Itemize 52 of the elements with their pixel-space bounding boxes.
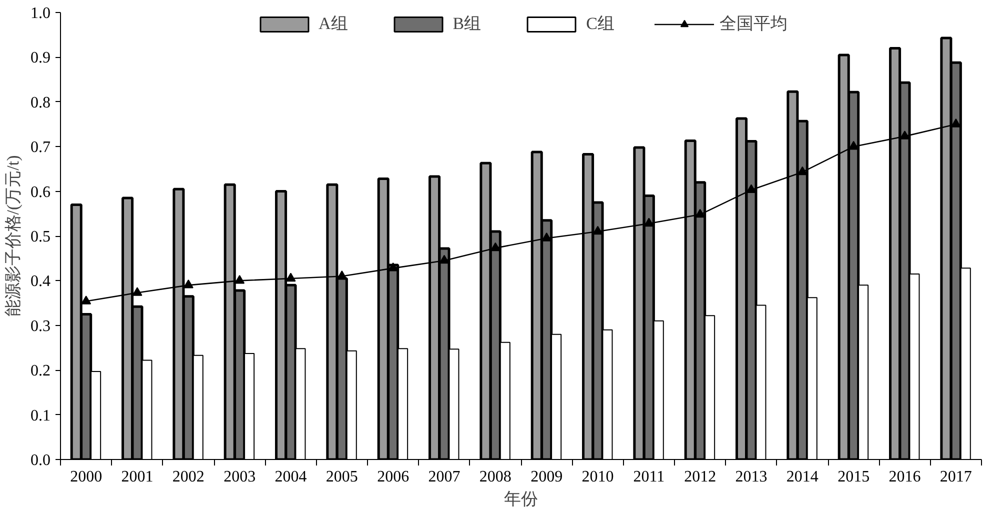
y-tick-label: 0.0	[30, 452, 50, 469]
x-tick-label: 2015	[838, 468, 870, 486]
legend-label: 全国平均	[719, 13, 788, 35]
x-tick-label: 2002	[172, 468, 204, 486]
point	[81, 296, 92, 304]
point	[695, 208, 706, 218]
point	[746, 184, 756, 194]
point	[490, 242, 500, 252]
y-tick-label: 0.7	[30, 139, 50, 156]
point	[388, 262, 398, 272]
x-tick-label: 2009	[530, 468, 563, 486]
point	[542, 232, 552, 242]
x-tick-label: 2013	[735, 468, 768, 486]
x-tick-label: 2005	[326, 468, 358, 486]
point	[439, 254, 450, 264]
legend-label: B组	[452, 13, 482, 35]
point	[644, 218, 654, 227]
y-tick-label: 0.8	[30, 94, 50, 112]
x-axis-title: 年份	[504, 490, 538, 508]
x-tick-label: 2003	[224, 468, 256, 486]
point	[797, 166, 808, 176]
y-tick-label: 0.5	[30, 228, 50, 246]
point	[183, 279, 194, 288]
x-tick-label: 2017	[940, 468, 972, 486]
y-tick-label: 0.6	[30, 184, 50, 201]
x-tick-label: 2016	[888, 468, 921, 486]
y-tick-label: 1.0	[30, 5, 50, 22]
point	[234, 275, 245, 284]
legend-label: A组	[318, 13, 348, 35]
x-tick-label: 2004	[274, 468, 307, 486]
y-axis-title: 能源影子价格/(万元/t)	[4, 155, 22, 317]
point	[950, 118, 961, 128]
x-tick-label: 2010	[582, 468, 614, 486]
x-tick-label: 2007	[428, 468, 460, 486]
y-tick-label: 0.4	[30, 273, 50, 290]
x-tick-label: 2008	[479, 468, 512, 486]
x-tick-label: 2001	[121, 468, 154, 486]
point	[900, 130, 910, 140]
legend-label: C组	[586, 13, 614, 35]
y-tick-label: 0.3	[30, 318, 50, 335]
x-tick-label: 2006	[377, 468, 410, 486]
point	[286, 272, 296, 282]
point	[592, 226, 603, 235]
y-tick-label: 0.1	[30, 407, 50, 424]
x-tick-label: 2011	[633, 468, 665, 486]
y-tick-label: 0.9	[30, 50, 50, 67]
point	[848, 140, 859, 150]
x-tick-label: 2000	[70, 468, 102, 486]
x-tick-label: 2014	[786, 468, 818, 486]
point	[132, 287, 142, 296]
y-tick-label: 0.2	[30, 362, 50, 380]
x-tick-label: 2012	[684, 468, 716, 486]
